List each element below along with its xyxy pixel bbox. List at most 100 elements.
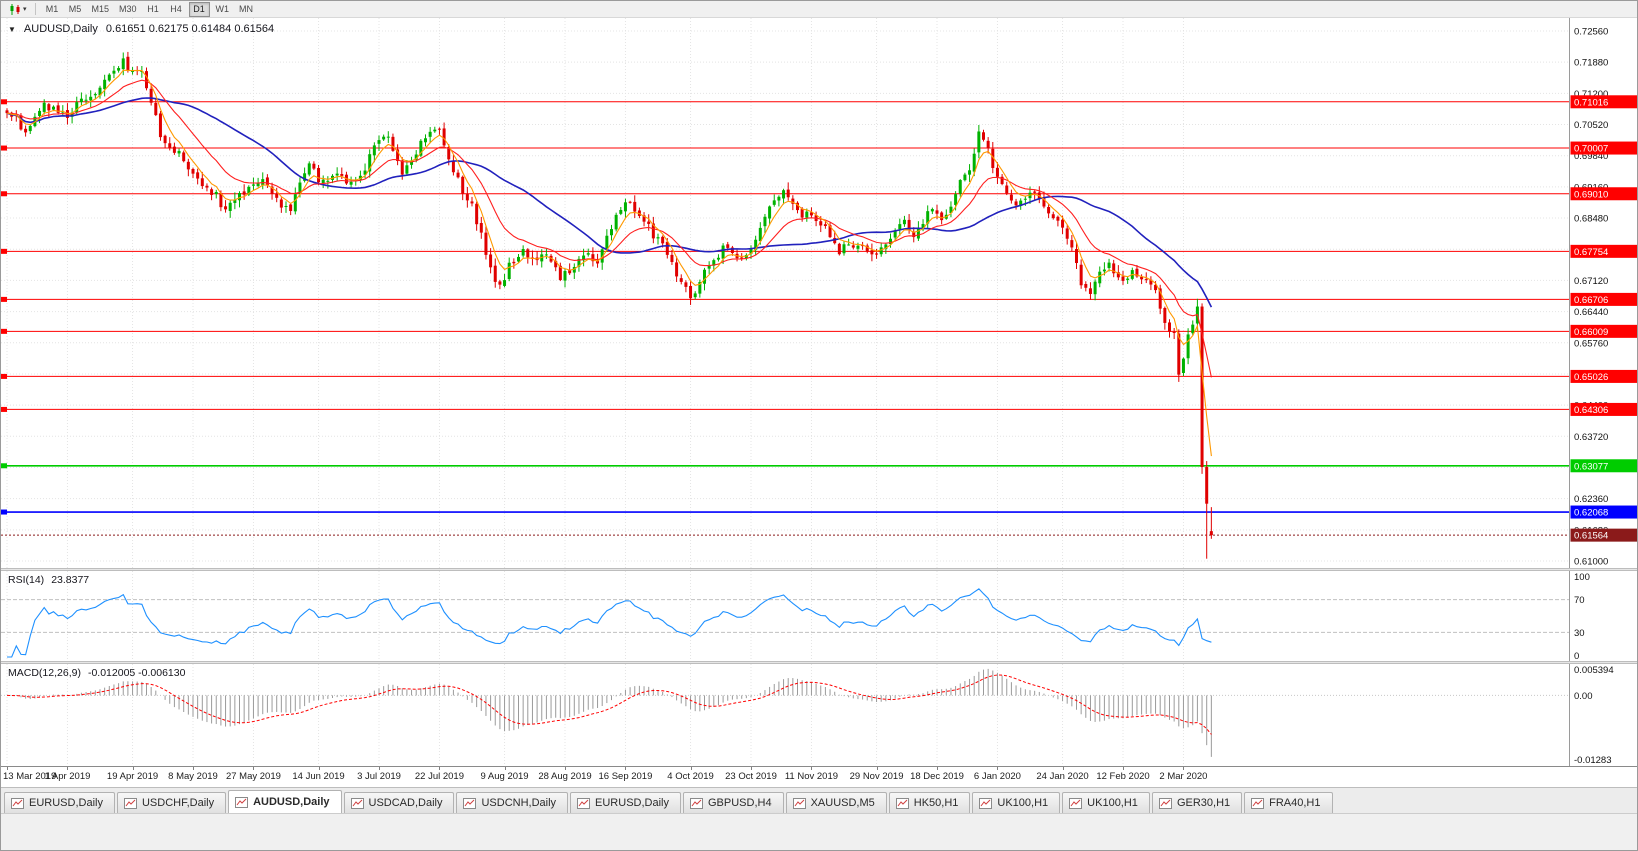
chart-type-button[interactable]: ▾	[5, 2, 30, 17]
collapse-arrow-icon[interactable]: ▼	[8, 24, 16, 34]
rsi-pane: 100 70 30 0 RSI(14) 23.8377	[1, 571, 1638, 661]
price-axis-label: 0.61000	[1574, 557, 1608, 568]
chart-tab-label: HK50,H1	[913, 797, 959, 809]
chart-tab-icon	[979, 797, 993, 809]
rsi-value: 23.8377	[51, 574, 90, 586]
date-label: 12 Feb 2020	[1096, 771, 1150, 782]
pane-resize-handle[interactable]	[1, 661, 1637, 664]
chart-tab-4-usdcnh-daily[interactable]: USDCNH,Daily	[456, 792, 569, 813]
chart-tab-10-uk100-h1[interactable]: UK100,H1	[1062, 792, 1150, 813]
main-chart-pane: 0.725600.718800.712000.705200.698400.691…	[1, 18, 1638, 568]
macd-scale-label: 0.00	[1574, 691, 1593, 702]
chart-tab-9-uk100-h1[interactable]: UK100,H1	[972, 792, 1061, 813]
time-axis-tick	[937, 767, 938, 770]
rsi-scale-label: 30	[1574, 628, 1585, 639]
chart-tab-icon	[690, 797, 703, 809]
svg-text:0.65026: 0.65026	[1574, 372, 1608, 383]
date-label: 16 Sep 2019	[598, 771, 653, 782]
level-price-tag: 0.64306	[1570, 402, 1637, 416]
macd-values: -0.012005 -0.006130	[87, 667, 186, 679]
price-axis-label: 0.71200	[1574, 89, 1608, 100]
date-label: 22 Jul 2019	[414, 771, 464, 782]
chart-tab-label: UK100,H1	[1087, 797, 1138, 809]
chart-tab-icon	[792, 797, 806, 809]
level-price-tag: 0.71016	[1570, 95, 1637, 109]
date-label: 11 Nov 2019	[784, 771, 839, 782]
time-axis-tick	[318, 767, 320, 770]
candlestick-chart-icon	[10, 3, 20, 15]
chart-tab-icon	[1251, 797, 1265, 809]
svg-text:0.66706: 0.66706	[1574, 295, 1608, 306]
macd-plot[interactable]: 0.005394 0.00 -0.01283	[1, 664, 1638, 766]
chart-tab-2-audusd-daily[interactable]: AUDUSD,Daily	[228, 790, 342, 813]
timeframe-button-h4[interactable]: H4	[170, 4, 182, 14]
level-price-tag: 0.66706	[1570, 292, 1637, 306]
timeframe-button-m5[interactable]: M5	[68, 4, 82, 14]
price-axis-label: 0.65760	[1574, 338, 1608, 349]
price-axis[interactable]	[1570, 18, 1637, 568]
date-label: 19 Apr 2019	[106, 771, 159, 782]
chart-tab-5-eurusd-daily[interactable]: EURUSD,Daily	[570, 792, 681, 813]
date-label: 9 Aug 2019	[480, 771, 529, 782]
date-label: 24 Jan 2020	[1036, 771, 1089, 782]
timeframe-button-m15[interactable]: M15	[91, 4, 110, 14]
timeframe-button-mn[interactable]: MN	[239, 4, 254, 14]
price-axis-label: 0.63720	[1574, 432, 1608, 443]
chart-tab-label: EURUSD,Daily	[29, 797, 103, 809]
timeframe-button-m30[interactable]: M30	[119, 4, 137, 14]
chart-tab-label: GBPUSD,H4	[708, 797, 772, 809]
time-axis-tick	[625, 767, 627, 770]
chart-tab-1-usdchf-daily[interactable]: USDCHF,Daily	[116, 792, 227, 813]
timeframe-button-w1[interactable]: W1	[215, 4, 230, 14]
time-axis-tick	[751, 767, 752, 770]
chart-tab-0-eurusd-daily[interactable]: EURUSD,Daily	[4, 792, 115, 813]
time-axis-tick	[811, 767, 813, 770]
time-axis-tick	[253, 767, 255, 770]
time-axis[interactable]: 13 Mar 2019 1 Apr 2019 19 Apr 2019 8 May 20…	[1, 766, 1637, 787]
chart-tab-3-usdcad-daily[interactable]: USDCAD,Daily	[343, 792, 455, 813]
timeframe-button-d1[interactable]: D1	[188, 1, 210, 17]
rsi-plot[interactable]: 100 70 30 0	[1, 571, 1638, 661]
pane-resize-handle[interactable]	[1, 568, 1637, 571]
level-price-tag: 0.67754	[1570, 244, 1637, 258]
main-chart-plot[interactable]: 0.725600.718800.712000.705200.698400.691…	[1, 18, 1638, 568]
rsi-header: RSI(14) 23.8377	[8, 574, 89, 586]
svg-text:0.70007: 0.70007	[1574, 144, 1608, 155]
chart-tab-icon	[11, 797, 24, 809]
chart-tab-label: AUDUSD,Daily	[253, 796, 330, 808]
chart-tab-label: USDCHF,Daily	[141, 797, 215, 809]
time-axis-tick	[193, 767, 194, 770]
level-price-tag: 0.66009	[1570, 324, 1637, 338]
toolbar-separator	[34, 3, 36, 15]
price-axis-label: 0.67120	[1574, 276, 1608, 287]
chart-tab-bar: EURUSD,Daily USDCHF,Daily AUDUSD,Daily USDC…	[1, 787, 1637, 813]
chart-tab-icon	[123, 797, 137, 809]
chart-tab-6-gbpusd-h4[interactable]: GBPUSD,H4	[683, 792, 784, 813]
rsi-scale-label: 70	[1574, 595, 1585, 606]
macd-label: MACD(12,26,9)	[8, 667, 81, 679]
date-label: 1 Apr 2019	[44, 771, 91, 782]
time-axis-tick	[379, 767, 380, 770]
chart-tab-icon	[1158, 797, 1172, 809]
time-axis-tick	[997, 767, 999, 770]
macd-histogram	[11, 668, 1212, 757]
macd-scale-label: -0.01283	[1574, 755, 1612, 766]
svg-text:0.63077: 0.63077	[1574, 461, 1608, 472]
chart-tab-11-ger30-h1[interactable]: GER30,H1	[1151, 792, 1243, 813]
chart-tab-icon	[350, 797, 364, 809]
price-axis-label: 0.69840	[1574, 151, 1608, 162]
chart-tab-icon	[895, 797, 909, 809]
macd-signal-line	[6, 674, 1212, 735]
time-axis-tick	[7, 767, 8, 770]
timeframe-button-m1[interactable]: M1	[45, 4, 59, 14]
timeframe-button-h1[interactable]: H1	[147, 4, 159, 14]
date-label: 8 May 2019	[168, 771, 218, 782]
chart-tab-icon	[577, 797, 591, 809]
level-price-tag: 0.63077	[1570, 459, 1637, 473]
chart-tab-7-xauusd-m5[interactable]: XAUUSD,M5	[785, 792, 887, 813]
chart-tab-12-fra40-h1[interactable]: FRA40,H1	[1244, 792, 1333, 813]
date-label: 27 May 2019	[225, 771, 281, 782]
toolbar: ▾ M1 M5 M15 M30 H1 H4 D1 W1 MN	[1, 1, 1637, 18]
chart-tab-8-hk50-h1[interactable]: HK50,H1	[888, 792, 971, 813]
